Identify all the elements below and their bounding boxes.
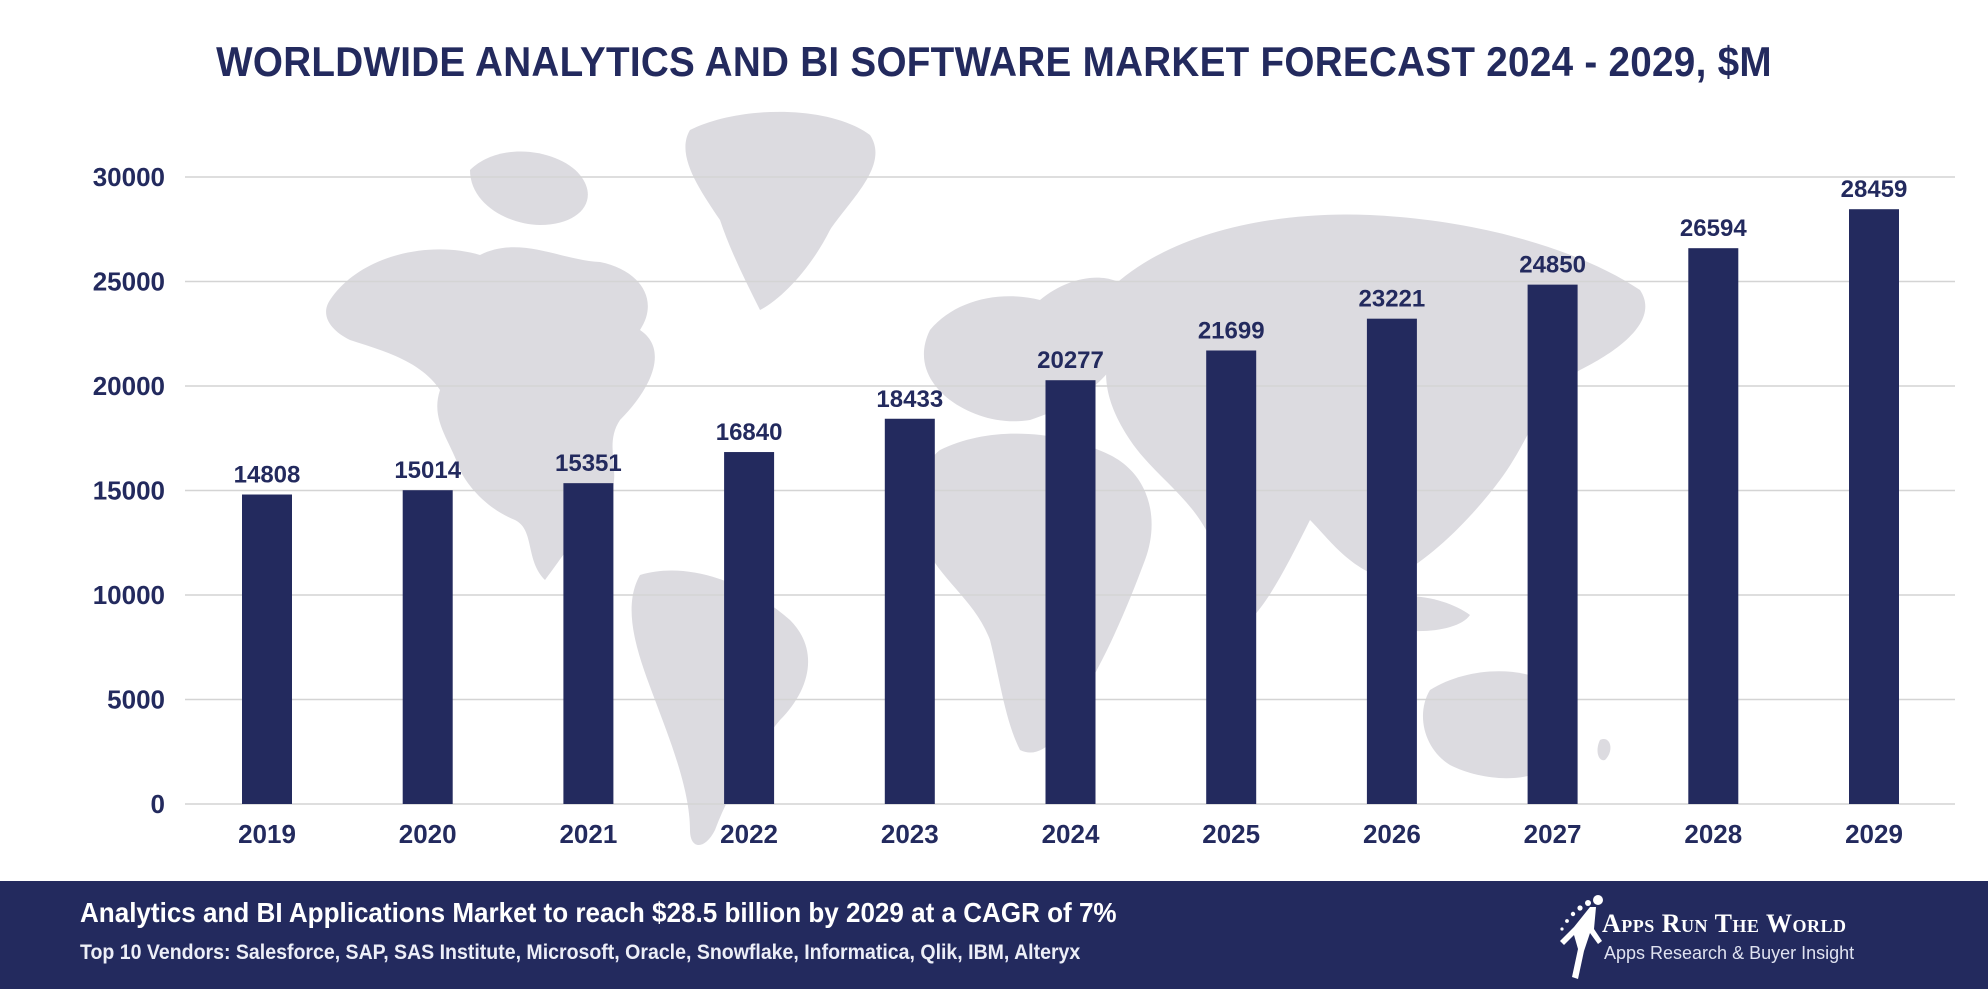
bar [1045, 380, 1096, 804]
bars [242, 209, 1899, 804]
x-tick-label: 2028 [1684, 819, 1742, 849]
bar [242, 494, 292, 804]
bar [1688, 248, 1739, 804]
y-tick-label: 30000 [93, 162, 165, 192]
bar-chart: 0 5000 10000 15000 20000 25000 30000 14808 1501… [93, 111, 1955, 849]
x-tick-label: 2020 [399, 819, 457, 849]
logo: Apps Run The World Apps Research & Buyer… [1550, 891, 1950, 981]
y-tick-label: 5000 [107, 685, 165, 715]
data-label: 15014 [394, 457, 461, 484]
footer-vendors: Top 10 Vendors: Salesforce, SAP, SAS Ins… [80, 941, 1081, 964]
footer-banner: Analytics and BI Applications Market to … [0, 881, 1988, 989]
data-label: 26594 [1680, 215, 1747, 242]
bar [1366, 318, 1417, 804]
data-label: 28459 [1841, 176, 1908, 203]
data-label: 15351 [555, 450, 622, 477]
map-arctic-islands [470, 151, 588, 225]
data-label: 20277 [1037, 347, 1104, 374]
x-tick-label: 2022 [720, 819, 778, 849]
x-tick-label: 2024 [1042, 819, 1100, 849]
bar [1849, 209, 1899, 804]
x-tick-label: 2021 [559, 819, 617, 849]
footer-headline: Analytics and BI Applications Market to … [80, 897, 1117, 928]
y-tick-label: 0 [151, 789, 165, 819]
x-tick-label: 2019 [238, 819, 296, 849]
y-tick-label: 10000 [93, 580, 165, 610]
map-africa [916, 433, 1152, 753]
y-tick-label: 20000 [93, 371, 165, 401]
logo-tagline: Apps Research & Buyer Insight [1604, 943, 1855, 963]
world-map-background [326, 111, 1646, 845]
bar [1206, 350, 1257, 804]
data-labels: 14808 15014 15351 16840 18433 20277 21699 23221… [234, 176, 1908, 488]
data-label: 23221 [1359, 286, 1426, 313]
chart-title: WORLDWIDE ANALYTICS AND BI SOFTWARE MARK… [216, 38, 1772, 85]
map-greenland [685, 111, 876, 310]
x-tick-label: 2023 [881, 819, 939, 849]
data-label: 21699 [1198, 317, 1265, 344]
data-label: 24850 [1519, 252, 1586, 279]
x-axis-ticks: 2019 2020 2021 2022 2023 2024 2025 2026 2027 2028… [238, 819, 1903, 849]
bar [884, 418, 935, 804]
x-tick-label: 2026 [1363, 819, 1421, 849]
bar [563, 483, 614, 804]
bar [402, 490, 453, 804]
y-tick-label: 25000 [93, 267, 165, 297]
y-axis-ticks: 0 5000 10000 15000 20000 25000 30000 [93, 162, 165, 819]
bar [724, 452, 775, 804]
x-tick-label: 2027 [1524, 819, 1582, 849]
data-label: 16840 [716, 419, 783, 446]
y-tick-label: 15000 [93, 476, 165, 506]
map-new-zealand [1597, 739, 1611, 761]
running-figure-icon [1560, 895, 1603, 979]
data-label: 18433 [876, 386, 943, 413]
data-label: 14808 [234, 462, 301, 489]
logo-brand: Apps Run The World [1602, 909, 1847, 938]
x-tick-label: 2025 [1202, 819, 1260, 849]
bar [1527, 284, 1578, 804]
x-tick-label: 2029 [1845, 819, 1903, 849]
